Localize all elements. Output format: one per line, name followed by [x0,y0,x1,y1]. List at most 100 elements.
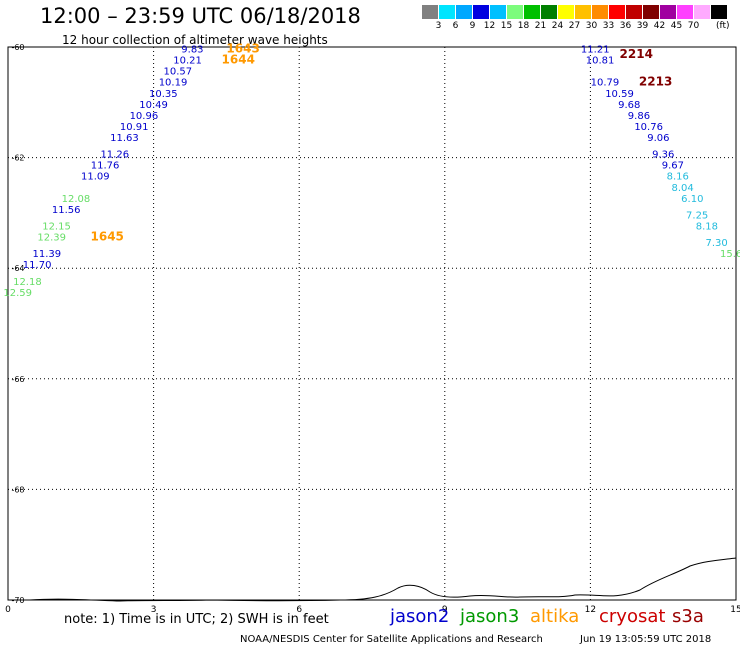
wave-height-value: 10.21 [173,56,202,67]
color-swatch [592,5,609,19]
wave-height-value: 11.76 [91,161,120,172]
legend-item-altika: altika [530,606,580,627]
x-tick-label: 9 [442,605,448,615]
color-swatch [711,5,728,19]
color-swatch [507,5,524,19]
y-tick-label: -70 [11,596,24,605]
color-scale-label: 36 [619,21,632,31]
wave-height-value: 7.30 [705,238,727,249]
color-scale-label: 30 [585,21,598,31]
wave-height-value: 11.70 [23,260,52,271]
color-scale-label: 42 [653,21,666,31]
wave-height-value: 10.35 [149,89,178,100]
color-swatch [558,5,575,19]
color-swatch [694,5,711,19]
y-tick-label: -62 [11,154,24,163]
pass-time-label: 2214 [620,47,653,61]
legend-item-jason2: jason2 [390,606,450,627]
color-scale-label: 21 [534,21,547,31]
wave-height-value: 9.36 [652,150,674,161]
footer-credit: NOAA/NESDIS Center for Satellite Applica… [240,634,543,645]
wave-height-value: 10.79 [591,78,620,89]
wave-height-value: 6.10 [681,194,703,205]
wave-height-value: 10.96 [130,111,159,122]
color-swatch [439,5,456,19]
wave-height-value: 10.19 [159,78,188,89]
wave-height-value: 12.08 [62,194,91,205]
color-swatch [609,5,626,19]
color-swatch [524,5,541,19]
color-scale-labels: 3 6 9 12 15 18 21 24 27 30 33 36 39 42 45 70 [422,21,740,33]
color-scale-label: 18 [517,21,530,31]
wave-height-value: 12.18 [13,277,42,288]
wave-height-value: 10.81 [586,56,615,67]
x-tick-label: 12 [585,605,596,615]
wave-height-value: 12.59 [3,288,32,299]
color-scale-label: 27 [568,21,581,31]
wave-height-value: 10.76 [634,122,663,133]
x-tick-label: 0 [5,605,11,615]
wave-height-value: 11.63 [110,133,139,144]
footer-note: note: 1) Time is in UTC; 2) SWH is in fe… [64,612,329,627]
x-tick-label: 3 [151,605,157,615]
color-swatch [541,5,558,19]
wave-height-value: 11.21 [581,45,610,56]
color-scale-label: 33 [602,21,615,31]
wave-height-value: 8.18 [696,221,718,232]
wave-height-value: 9.67 [662,161,684,172]
color-scale-unit: (ft) [716,21,730,31]
legend-item-jason3: jason3 [460,606,520,627]
map-subtitle: 12 hour collection of altimeter wave hei… [62,33,328,47]
color-scale-bar [422,5,728,19]
wave-height-value: 12.39 [37,233,66,244]
color-scale-label: 12 [483,21,496,31]
y-tick-label: -60 [11,43,24,52]
y-tick-label: -64 [11,264,24,273]
coastline [29,557,737,602]
footer-timestamp: Jun 19 13:05:59 UTC 2018 [580,634,712,645]
color-swatch [422,5,439,19]
wave-height-value: 8.16 [667,172,689,183]
pass-time-label: 1644 [222,53,255,67]
wave-height-value: 10.49 [139,100,168,111]
color-scale-label: 9 [469,21,476,31]
legend-item-s3a: s3a [672,606,704,627]
map-title: 12:00 – 23:59 UTC 06/18/2018 [40,4,361,28]
wave-height-value: 11.39 [33,249,62,260]
wave-height-value: 10.91 [120,122,149,133]
x-tick-label: 15 [730,605,740,615]
color-swatch [473,5,490,19]
wave-height-value: 11.56 [52,205,81,216]
x-tick-label: 6 [296,605,302,615]
plot-frame [7,46,737,601]
color-scale-label: 24 [551,21,564,31]
wave-height-value: 10.59 [605,89,634,100]
pass-time-label: 1645 [91,230,124,244]
wave-height-value: 9.68 [618,100,640,111]
wave-height-value: 9.06 [647,133,669,144]
color-swatch [677,5,694,19]
color-scale-label: 15 [500,21,513,31]
color-swatch [643,5,660,19]
legend-item-cryosat: cryosat [599,606,666,627]
wave-height-value: 15.6 [720,249,740,260]
wave-height-value: 9.83 [181,45,203,56]
color-swatch [490,5,507,19]
pass-time-label: 2213 [639,75,672,89]
color-scale-label: 45 [670,21,683,31]
y-tick-label: -68 [11,485,24,494]
color-scale-label: 39 [636,21,649,31]
color-scale-label: 6 [452,21,459,31]
wave-height-value: 8.04 [671,183,693,194]
pass-time-label: 1643 [226,42,259,56]
color-swatch [456,5,473,19]
color-scale-label: 70 [687,21,700,31]
color-swatch [660,5,677,19]
color-swatch [575,5,592,19]
color-swatch [626,5,643,19]
y-tick-label: -66 [11,375,24,384]
wave-height-value: 11.26 [100,150,129,161]
color-scale-label: 3 [435,21,442,31]
wave-height-value: 11.09 [81,172,110,183]
